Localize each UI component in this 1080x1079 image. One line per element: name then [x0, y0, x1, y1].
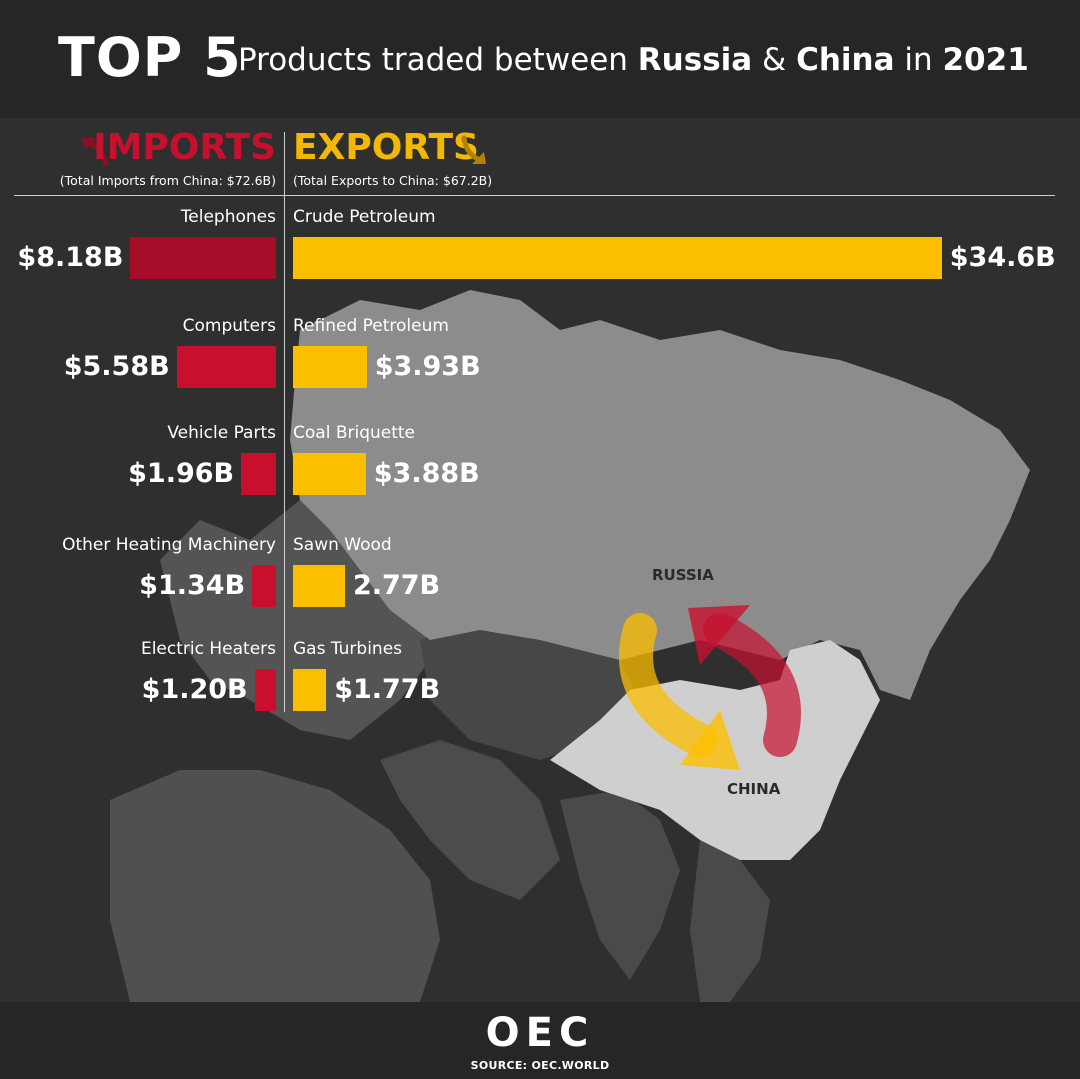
import-category-label: Telephones	[180, 207, 276, 227]
imports-arrow-icon	[82, 138, 109, 167]
map-africa-shape	[110, 770, 440, 1002]
header-top5: TOP 5	[58, 26, 242, 89]
import-bar	[254, 669, 276, 711]
footer-bar: OEC SOURCE: OEC.WORLD	[0, 1002, 1080, 1079]
subtitle-text: Products traded between	[238, 42, 638, 78]
import-value-label: $1.96B	[128, 458, 235, 489]
source-credit: SOURCE: OEC.WORLD	[470, 1059, 610, 1072]
export-bar	[293, 346, 367, 388]
subtitle-russia: Russia	[637, 42, 753, 78]
subtitle-year: 2021	[942, 42, 1029, 78]
export-bar	[293, 453, 366, 495]
map-export-arrow	[619, 613, 717, 757]
export-value-label: 2.77B	[352, 570, 441, 601]
subtitle-china: China	[796, 42, 895, 78]
map-export-arrowhead	[680, 710, 740, 770]
exports-arrow-icon	[461, 135, 486, 164]
import-bar	[130, 237, 276, 279]
import-category-label: Vehicle Parts	[167, 423, 276, 443]
import-bar	[241, 453, 276, 495]
header-divider	[14, 195, 1055, 196]
export-category-label: Sawn Wood	[293, 535, 392, 555]
export-category-label: Refined Petroleum	[293, 316, 449, 336]
import-category-label: Electric Heaters	[140, 639, 276, 659]
map-se-asia-shape	[690, 840, 770, 1002]
imports-total-note: (Total Imports from China: $72.6B)	[59, 173, 276, 188]
export-bar	[293, 565, 345, 607]
import-value-label: $1.20B	[141, 674, 248, 705]
export-value-label: $34.6B	[949, 242, 1056, 273]
export-value-label: $3.93B	[374, 351, 481, 382]
map-middle-east-shape	[380, 740, 560, 900]
map-russia-shape	[290, 290, 1030, 700]
export-category-label: Crude Petroleum	[293, 207, 436, 227]
export-value-label: $1.77B	[334, 674, 441, 705]
map-india-shape	[560, 790, 680, 980]
map-label-china: CHINA	[727, 780, 781, 798]
export-category-label: Coal Briquette	[293, 423, 416, 443]
center-divider	[284, 132, 285, 712]
header-bar: TOP 5 Products traded between Russia & C…	[0, 0, 1080, 118]
oec-logo: OEC	[485, 1010, 595, 1056]
import-category-label: Other Heating Machinery	[62, 535, 276, 555]
import-bar	[176, 346, 276, 388]
export-value-label: $3.88B	[373, 458, 480, 489]
export-category-label: Gas Turbines	[293, 639, 403, 659]
import-value-label: $5.58B	[63, 351, 170, 382]
import-bar	[252, 565, 276, 607]
subtitle-amp: &	[752, 42, 797, 78]
import-category-label: Computers	[182, 316, 276, 336]
map-label-russia: RUSSIA	[652, 566, 714, 584]
map-import-arrow	[703, 613, 801, 757]
map-central-asia-shape	[420, 630, 640, 760]
header-subtitle: Products traded between Russia & China i…	[238, 40, 1029, 80]
exports-title: EXPORTS	[293, 127, 479, 168]
imports-title: IMPORTS	[93, 127, 276, 168]
exports-total-note: (Total Exports to China: $67.2B)	[293, 173, 493, 188]
export-bar	[293, 237, 942, 279]
export-bar	[293, 669, 327, 711]
import-value-label: $1.34B	[139, 570, 246, 601]
import-value-label: $8.18B	[17, 242, 124, 273]
map-import-arrowhead	[688, 605, 750, 665]
subtitle-in: in	[894, 42, 943, 78]
